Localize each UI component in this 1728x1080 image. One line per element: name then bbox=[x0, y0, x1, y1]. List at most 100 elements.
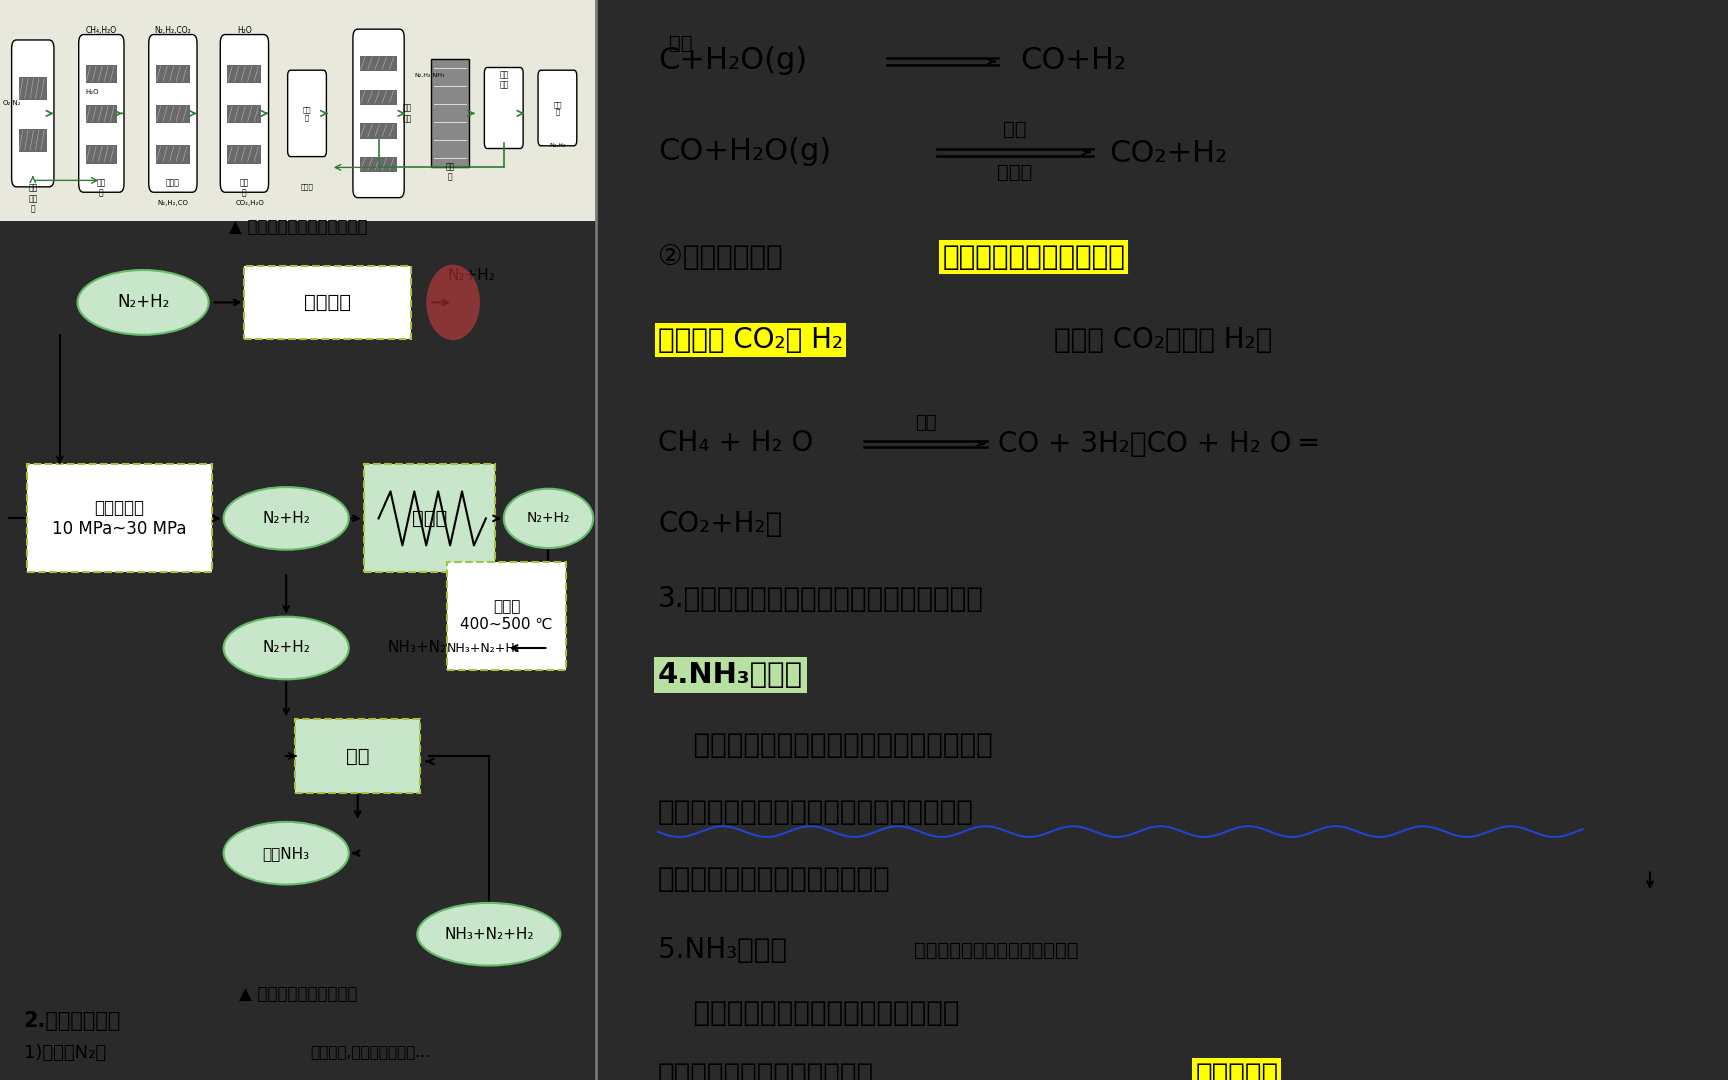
Text: H₂O: H₂O bbox=[86, 89, 98, 95]
FancyBboxPatch shape bbox=[484, 67, 524, 148]
Text: 进入接触室与铁触媒接触反应。: 进入接触室与铁触媒接触反应。 bbox=[658, 865, 890, 893]
FancyBboxPatch shape bbox=[359, 90, 397, 105]
Ellipse shape bbox=[427, 265, 480, 340]
Text: 换热
器: 换热 器 bbox=[446, 162, 454, 181]
Text: 4.NH₃的合成: 4.NH₃的合成 bbox=[658, 661, 804, 689]
Text: ▲ 合成氨工业生产流程示意图: ▲ 合成氨工业生产流程示意图 bbox=[228, 218, 368, 237]
Text: N₂,H₂: N₂,H₂ bbox=[550, 143, 565, 148]
Text: 2.原料气的制备: 2.原料气的制备 bbox=[24, 1011, 121, 1030]
Text: 反应生成 CO₂和 H₂: 反应生成 CO₂和 H₂ bbox=[658, 326, 843, 354]
Text: 液态NH₃: 液态NH₃ bbox=[263, 846, 309, 861]
Text: 3.原料气净化、除杂、压缩后通入合成塔。: 3.原料气净化、除杂、压缩后通入合成塔。 bbox=[658, 585, 983, 613]
FancyBboxPatch shape bbox=[156, 106, 190, 123]
Text: 1)氢气（N₂）: 1)氢气（N₂） bbox=[24, 1044, 105, 1062]
FancyBboxPatch shape bbox=[537, 70, 577, 146]
FancyBboxPatch shape bbox=[86, 106, 118, 123]
Text: 器与塔内反应后的高温气体逆流交换热量，: 器与塔内反应后的高温气体逆流交换热量， bbox=[658, 798, 975, 826]
FancyBboxPatch shape bbox=[219, 35, 268, 192]
FancyBboxPatch shape bbox=[359, 123, 397, 138]
FancyBboxPatch shape bbox=[228, 65, 261, 83]
FancyBboxPatch shape bbox=[353, 29, 404, 198]
FancyBboxPatch shape bbox=[156, 65, 190, 83]
Text: 高温: 高温 bbox=[669, 33, 691, 53]
FancyBboxPatch shape bbox=[359, 157, 397, 172]
Text: 碳氢化合物与氧气或水蒸: 碳氢化合物与氧气或水蒸 bbox=[942, 243, 1125, 271]
Ellipse shape bbox=[223, 822, 349, 885]
Text: O₂,N₂: O₂,N₂ bbox=[3, 99, 21, 106]
FancyBboxPatch shape bbox=[28, 464, 211, 572]
Text: 合成
氨塔: 合成 氨塔 bbox=[403, 104, 411, 123]
Text: CO + 3H₂，CO + H₂ O ═: CO + 3H₂，CO + H₂ O ═ bbox=[999, 430, 1317, 458]
Text: CO+H₂: CO+H₂ bbox=[1020, 46, 1127, 75]
Text: 铁触媒
400~500 ℃: 铁触媒 400~500 ℃ bbox=[460, 599, 553, 632]
Text: C+H₂O(g): C+H₂O(g) bbox=[658, 46, 807, 75]
Text: 压缩机: 压缩机 bbox=[301, 184, 313, 190]
FancyBboxPatch shape bbox=[86, 65, 118, 83]
Text: 空气
分离
器: 空气 分离 器 bbox=[28, 184, 38, 214]
Text: 压强降低,物质的沸点降低...: 压强降低,物质的沸点降低... bbox=[309, 1045, 430, 1061]
Text: N₂+H₂: N₂+H₂ bbox=[448, 268, 494, 283]
Text: ，吸收 CO₂后制得 H₂。: ，吸收 CO₂后制得 H₂。 bbox=[1054, 326, 1272, 354]
Text: NH₃+N₂+H₂: NH₃+N₂+H₂ bbox=[444, 927, 534, 942]
Text: N₂,H₂,NH₃: N₂,H₂,NH₃ bbox=[415, 73, 444, 78]
Text: ②工业上也可用: ②工业上也可用 bbox=[658, 243, 783, 271]
Text: 氨分
离器: 氨分 离器 bbox=[499, 70, 508, 90]
Text: 而未反应的: 而未反应的 bbox=[1196, 1061, 1279, 1080]
Text: 5.NH₃的分离: 5.NH₃的分离 bbox=[658, 936, 805, 964]
Text: ▲ 合成氨生产流程示意图: ▲ 合成氨生产流程示意图 bbox=[238, 985, 358, 1002]
FancyBboxPatch shape bbox=[228, 146, 261, 163]
Text: 冷却: 冷却 bbox=[346, 746, 370, 766]
Ellipse shape bbox=[416, 903, 560, 966]
Text: 高温: 高温 bbox=[1002, 120, 1026, 139]
FancyBboxPatch shape bbox=[156, 146, 190, 163]
Text: 热交换: 热交换 bbox=[411, 509, 448, 528]
Ellipse shape bbox=[505, 488, 593, 549]
Text: N₂+H₂: N₂+H₂ bbox=[118, 294, 169, 311]
Ellipse shape bbox=[223, 487, 349, 550]
FancyBboxPatch shape bbox=[287, 70, 327, 157]
Text: 压缩机加压
10 MPa~30 MPa: 压缩机加压 10 MPa~30 MPa bbox=[52, 499, 187, 538]
FancyBboxPatch shape bbox=[86, 146, 118, 163]
FancyBboxPatch shape bbox=[244, 266, 411, 339]
Text: 压缩
机: 压缩 机 bbox=[302, 106, 311, 121]
Text: N₂,H₂,CO: N₂,H₂,CO bbox=[157, 200, 188, 206]
Text: CH₄,H₂O: CH₄,H₂O bbox=[86, 26, 118, 35]
FancyBboxPatch shape bbox=[79, 35, 124, 192]
Text: 熱交換可以为分利用热量，节约: 熱交換可以为分利用热量，节约 bbox=[914, 941, 1078, 960]
Text: 在合成塔中进行。从塔口进气，经热交换: 在合成塔中进行。从塔口进气，经热交换 bbox=[658, 731, 994, 759]
Text: CH₄ + H₂ O: CH₄ + H₂ O bbox=[658, 429, 814, 457]
FancyBboxPatch shape bbox=[363, 464, 494, 572]
Text: NH₃+N₂+H₂: NH₃+N₂+H₂ bbox=[448, 642, 520, 654]
Text: 气在该压强下液化得到液氨，: 气在该压强下液化得到液氨， bbox=[658, 1061, 874, 1080]
Text: 洗涤
塔: 洗涤 塔 bbox=[240, 178, 249, 198]
Text: NH₃+N₂+H₂: NH₃+N₂+H₂ bbox=[387, 640, 477, 656]
Text: N₂+H₂: N₂+H₂ bbox=[263, 511, 309, 526]
Text: CO₂,H₂O: CO₂,H₂O bbox=[237, 200, 264, 206]
Text: CO₂+H₂: CO₂+H₂ bbox=[1109, 139, 1227, 167]
FancyBboxPatch shape bbox=[0, 0, 596, 221]
FancyBboxPatch shape bbox=[19, 77, 47, 100]
Text: CO+H₂O(g): CO+H₂O(g) bbox=[658, 137, 831, 165]
Text: 干燥净化: 干燥净化 bbox=[304, 293, 351, 312]
Text: N₂,H₂,CO₂: N₂,H₂,CO₂ bbox=[154, 26, 192, 35]
FancyBboxPatch shape bbox=[149, 35, 197, 192]
Ellipse shape bbox=[78, 270, 209, 335]
Text: CO₂+H₂。: CO₂+H₂。 bbox=[658, 510, 783, 538]
Text: 混合气经冷却后，进入氨分离器，只: 混合气经冷却后，进入氨分离器，只 bbox=[658, 999, 959, 1027]
Text: 高温: 高温 bbox=[914, 415, 937, 432]
Ellipse shape bbox=[223, 617, 349, 679]
Text: 催化剂: 催化剂 bbox=[997, 163, 1032, 183]
FancyBboxPatch shape bbox=[430, 59, 470, 167]
FancyBboxPatch shape bbox=[228, 106, 261, 123]
Text: N₂+H₂: N₂+H₂ bbox=[263, 640, 309, 656]
FancyBboxPatch shape bbox=[19, 129, 47, 152]
Text: 转化
炉: 转化 炉 bbox=[97, 178, 105, 198]
Text: 变换塔: 变换塔 bbox=[166, 178, 180, 187]
FancyBboxPatch shape bbox=[359, 56, 397, 71]
FancyBboxPatch shape bbox=[448, 562, 567, 670]
FancyBboxPatch shape bbox=[295, 719, 420, 793]
FancyBboxPatch shape bbox=[12, 40, 54, 187]
Text: N₂+H₂: N₂+H₂ bbox=[527, 512, 570, 525]
Text: 储氨
槽: 储氨 槽 bbox=[553, 100, 562, 116]
Text: H₂O: H₂O bbox=[237, 26, 252, 35]
